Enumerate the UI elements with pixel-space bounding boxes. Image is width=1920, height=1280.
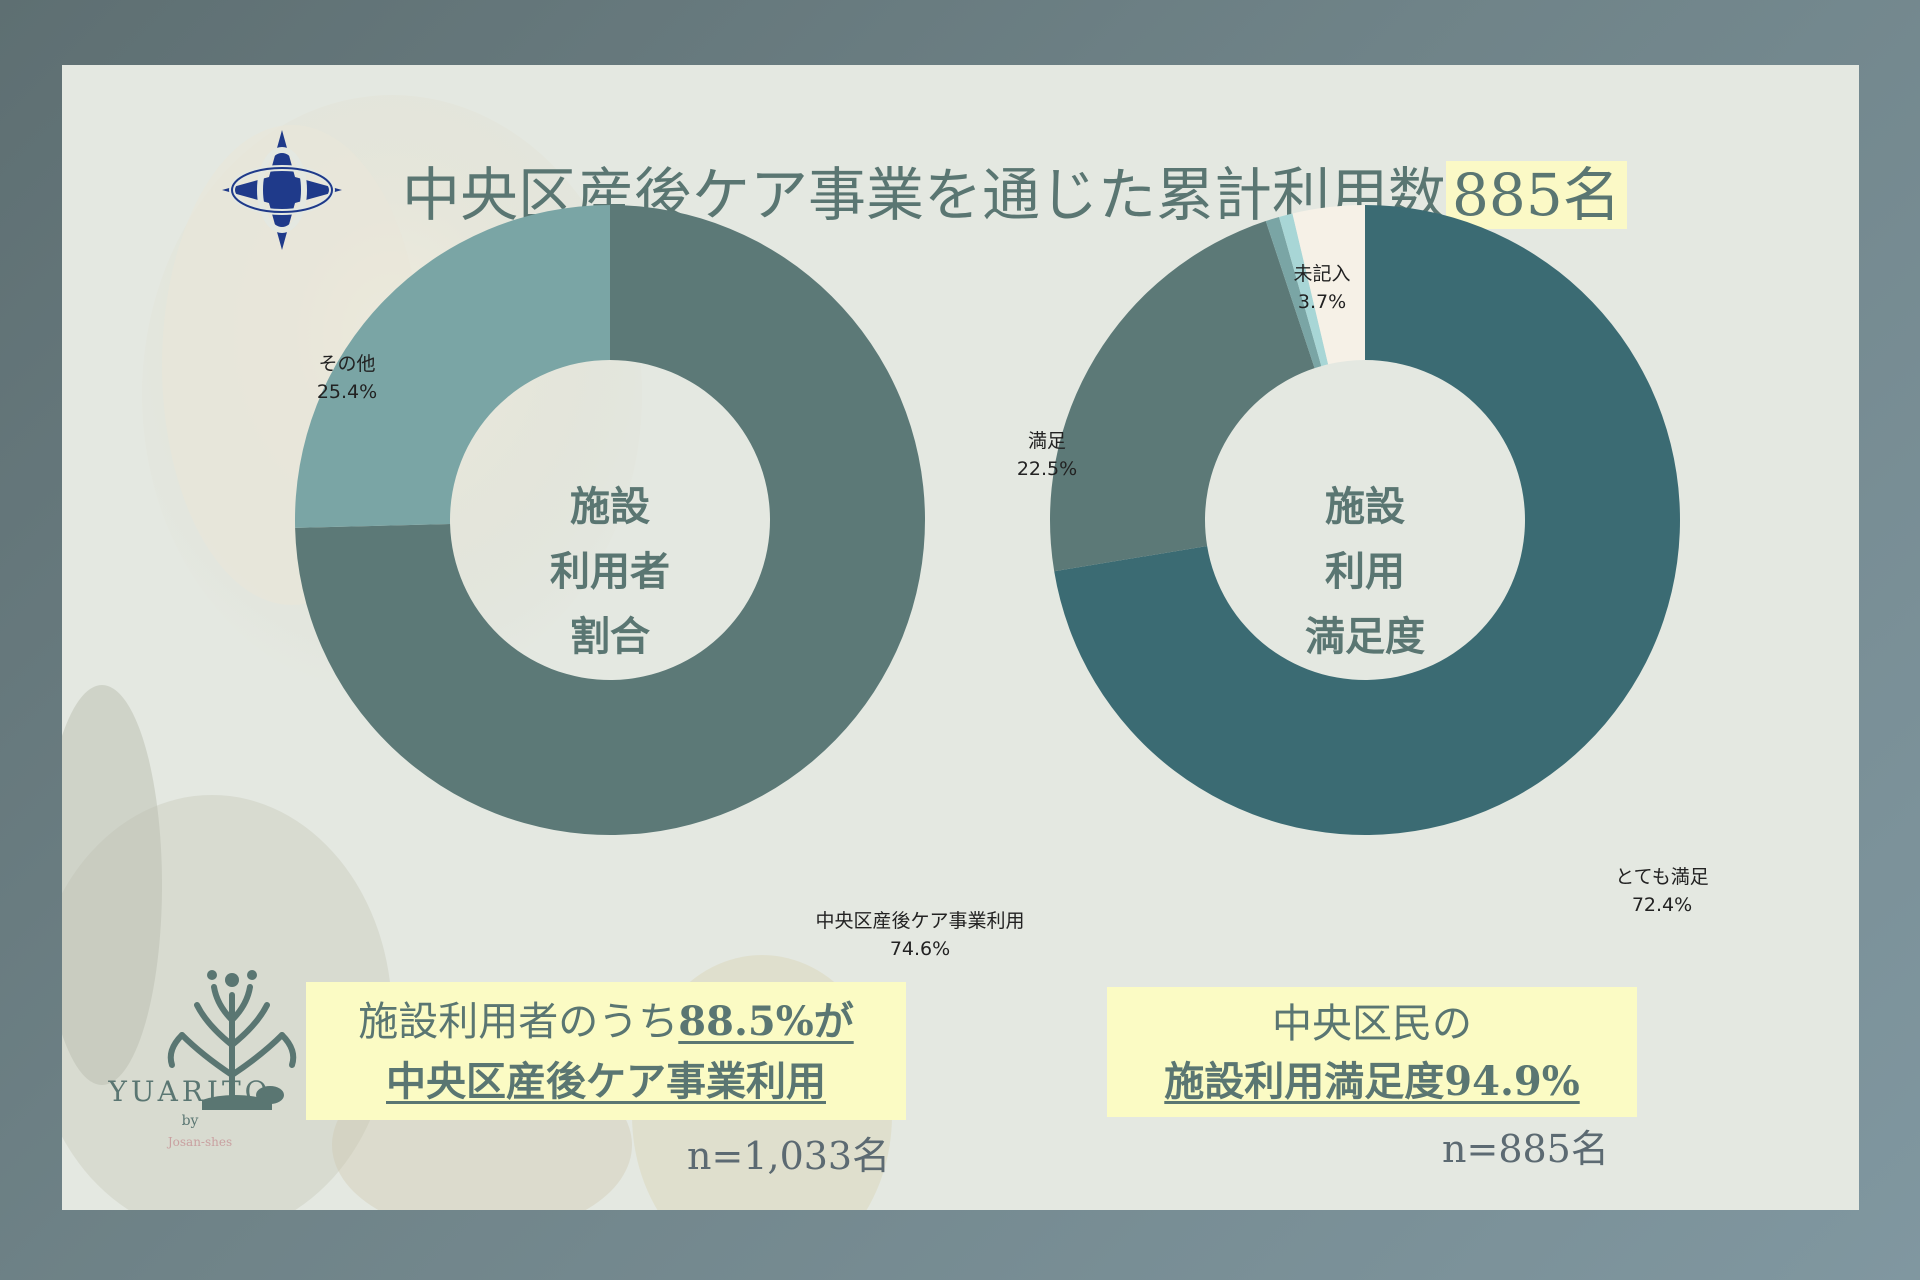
slice-name-1-1: 満足 (1028, 430, 1066, 452)
slice-name-0-1: その他 (318, 353, 375, 375)
page-title: 中央区産後ケア事業を通じた累計利用数 885名 (402, 145, 1627, 245)
infographic-panel: 中央区産後ケア事業を通じた累計利用数 885名 中央区産後ケア事業利用 74.6% そ… (62, 65, 1859, 1210)
donut-chart-satisfaction: とても満足 72.4% 満足 22.5% 未記入 3.7% 施設利用満足度 (1017, 205, 1709, 916)
callout-right: 中央区民の 施設利用満足度94.9% (1107, 987, 1637, 1117)
callout-left: 施設利用者のうち88.5%が 中央区産後ケア事業利用 (306, 982, 906, 1120)
sample-size-right: n=885名 (1442, 1127, 1609, 1171)
center-label-1-1: 利用 (1325, 549, 1405, 595)
callout-left-strong2: 中央区産後ケア事業利用 (386, 1058, 826, 1105)
tree-icon (167, 970, 297, 1110)
donut-slice-1-0 (1054, 205, 1681, 835)
title-bar: 中央区産後ケア事業を通じた累計利用数 885名 (62, 145, 1859, 245)
donut-slice-1-2 (1265, 216, 1322, 369)
slice-name-0-0: 中央区産後ケア事業利用 (815, 910, 1024, 932)
ward-emblem-icon (222, 130, 342, 250)
center-label-0-1: 利用者 (550, 549, 670, 595)
center-label-0-2: 割合 (570, 614, 650, 660)
logo-name: YUARITO (108, 1075, 272, 1108)
donut-slice-0-1 (295, 204, 610, 528)
callout-right-strong: 施設利用満足度94.9% (1164, 1058, 1580, 1105)
callout-left-line2: 中央区産後ケア事業利用 (306, 1052, 906, 1112)
slice-value-1-4: 3.7% (1298, 291, 1346, 313)
donut-slice-1-4 (1292, 205, 1365, 365)
donut-slice-1-3 (1279, 213, 1329, 367)
logo-by: by (181, 1113, 199, 1129)
donut-slice-0-0 (295, 205, 925, 835)
logo-sub: Josan-shes (167, 1135, 233, 1149)
donut-slice-1-1 (1050, 221, 1315, 572)
slice-name-1-4: 未記入 (1293, 263, 1350, 285)
callout-left-strong: 88.5%が (678, 998, 854, 1045)
center-label-1-0: 施設 (1325, 484, 1405, 530)
callout-left-line1: 施設利用者のうち88.5%が (306, 992, 906, 1052)
slice-name-1-0: とても満足 (1615, 866, 1708, 888)
sample-size-left: n=1,033名 (687, 1134, 891, 1178)
slice-value-0-1: 25.4% (317, 381, 377, 403)
slice-value-0-0: 74.6% (890, 938, 950, 960)
slice-value-1-0: 72.4% (1632, 894, 1692, 916)
title-highlight: 885名 (1446, 161, 1627, 229)
center-label-0-0: 施設 (570, 484, 650, 530)
callout-right-line2: 施設利用満足度94.9% (1107, 1053, 1637, 1111)
center-label-1-2: 満足度 (1305, 614, 1425, 660)
callout-left-plain: 施設利用者のうち (358, 999, 679, 1045)
slice-value-1-1: 22.5% (1017, 458, 1077, 480)
callout-right-line1: 中央区民の (1272, 1001, 1472, 1047)
